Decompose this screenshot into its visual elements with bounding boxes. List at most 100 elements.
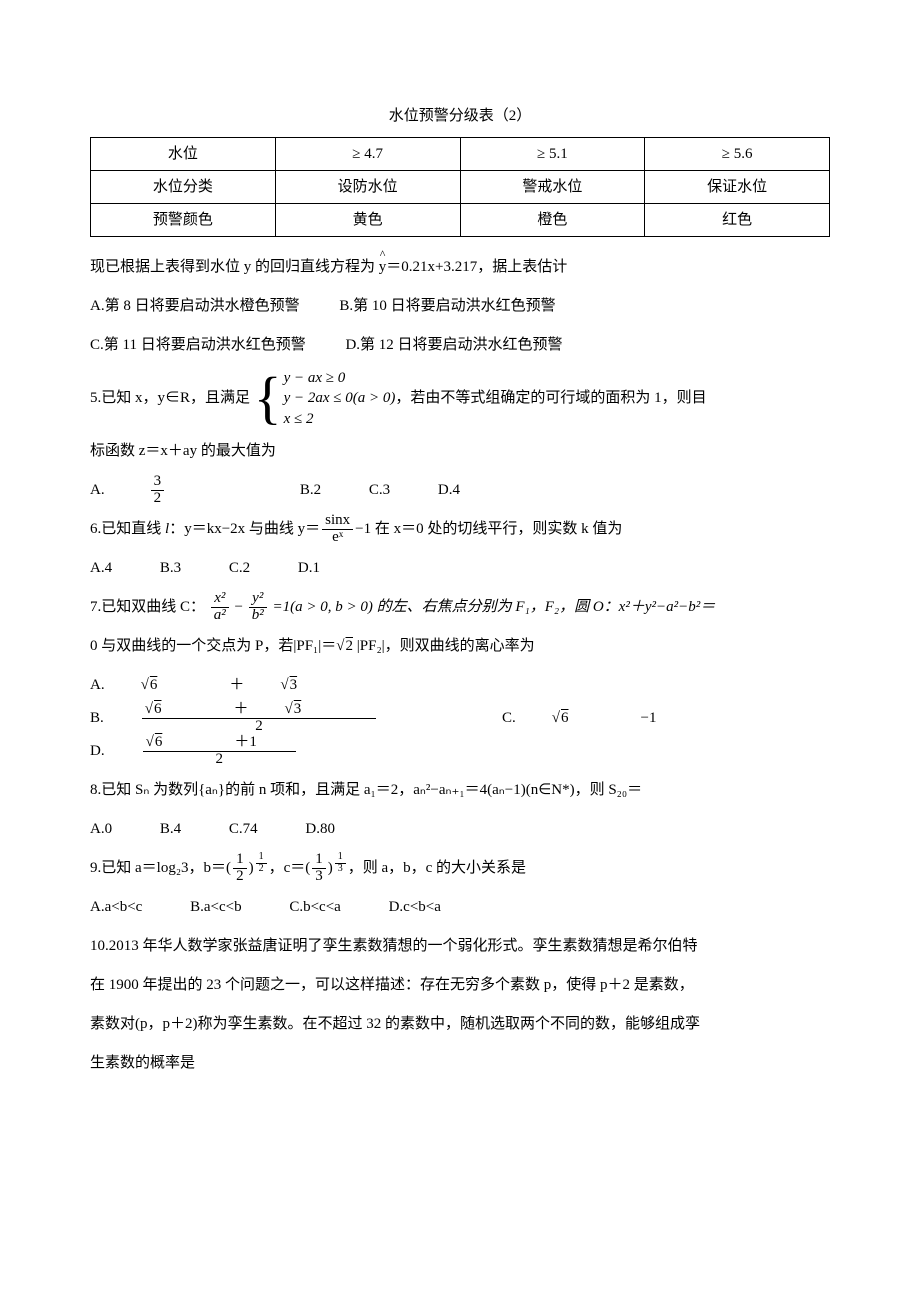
choice-a: A.a<b<c [90,891,142,924]
label: A. [90,669,105,702]
choice-c: C.74 [229,813,258,846]
q6-stem: 6.已知直线 l：y＝kx−2x 与曲线 y＝sinxeˣ−1 在 x＝0 处的… [90,513,830,546]
radicand: 6 [149,669,158,702]
num: sinx [322,513,353,530]
text: |PF₂|，则双曲线的离心率为 [353,638,535,654]
cases-system: { y − ax ≥ 0 y − 2ax ≤ 0(a > 0) x ≤ 2 [254,368,396,429]
choice-b: B.3 [160,552,181,585]
q4-stem: 现已根据上表得到水位 y 的回归直线方程为 y＝0.21x+3.217，据上表估… [90,251,830,284]
text: 7.已知双曲线 C： [90,599,205,615]
cell: 预警颜色 [91,204,276,237]
cell: ≥ 5.1 [460,138,645,171]
text: 9.已知 a＝log₂3，b＝( [90,860,231,876]
choice-a: A.4 [90,552,112,585]
den: b² [249,608,267,624]
q8-choices: A.0 B.4 C.74 D.80 [90,813,830,846]
choice-d: D.第 12 日将要启动洪水红色预警 [345,329,562,362]
choice-b: B.√6＋√32 [90,702,448,735]
sqrt-icon: √2 [336,638,353,654]
case-2: y − 2ax ≤ 0(a > 0) [284,390,396,406]
tail: −1 [641,702,657,735]
left-brace-icon: { [254,369,282,427]
label: A. [90,474,105,507]
q5-choices: A.32 B.2 C.3 D.4 [90,474,830,507]
plus: ＋ [229,669,244,702]
q8-stem: 8.已知 Sₙ 为数列{aₙ}的前 n 项和，且满足 a₁＝2，aₙ²−aₙ₊₁… [90,774,830,807]
table-caption: 水位预警分级表（2） [90,100,830,133]
q7-choices: A.√6＋√3 B.√6＋√32 C.√6−1 D.√6＋12 [90,669,830,768]
exp-den: 2 [256,864,267,875]
cell: 黄色 [275,204,460,237]
q9-choices: A.a<b<c B.a<c<b C.b<c<a D.c<b<a [90,891,830,924]
num: x² [211,591,229,608]
label: C. [502,702,516,735]
choice-a: A.32 [90,474,252,507]
cell: 保证水位 [645,171,830,204]
q10-line3: 素数对(p，p＋2)称为孪生素数。在不超过 32 的素数中，随机选取两个不同的数… [90,1008,830,1041]
text: ，若由不等式组确定的可行域的面积为 1，则目 [395,390,706,406]
text: −1 在 x＝0 处的切线平行，则实数 k 值为 [355,521,622,537]
table-row: 水位 ≥ 4.7 ≥ 5.1 ≥ 5.6 [91,138,830,171]
text: ，c＝( [269,860,311,876]
num: √6＋√3 [142,702,376,719]
text: 0 与双曲线的一个交点为 P，若|PF₁|＝ [90,638,336,654]
radicand: 6 [153,702,162,718]
choice-a: A.0 [90,813,112,846]
q5-stem-line1: 5.已知 x，y∈R，且满足 { y − ax ≥ 0 y − 2ax ≤ 0(… [90,368,830,429]
q9-stem: 9.已知 a＝log₂3，b＝(12)12，c＝(13)13，则 a，b，c 的… [90,852,830,885]
table-row: 水位分类 设防水位 警戒水位 保证水位 [91,171,830,204]
num: 1 [233,852,247,869]
text: 现已根据上表得到水位 y 的回归直线方程为 [90,259,375,275]
choice-d: D.√6＋12 [90,735,368,768]
exp-num: 1 [256,852,267,864]
text: ，据上表估计 [477,259,567,275]
y-hat: y [379,251,387,284]
radicand: 3 [293,702,302,718]
radicand: 6 [560,702,569,735]
text: ，则 a，b，c 的大小关系是 [348,860,526,876]
choice-b: B.4 [160,813,181,846]
choice-c: C.b<c<a [289,891,341,924]
text: 6.已知直线 [90,521,165,537]
radicand: 2 [345,638,354,654]
choice-d: D.80 [305,813,335,846]
text: ：y＝kx−2x 与曲线 y＝ [169,521,320,537]
q6-choices: A.4 B.3 C.2 D.1 [90,552,830,585]
choice-c: C.第 11 日将要启动洪水红色预警 [90,329,306,362]
choice-b: B.2 [300,474,321,507]
cell: 水位 [91,138,276,171]
choice-d: D.4 [438,474,460,507]
case-1: y − ax ≥ 0 [284,370,346,386]
den: eˣ [322,530,353,546]
text: ＝0.21x+3.217 [386,259,477,275]
choice-a: A.第 8 日将要启动洪水橙色预警 [90,290,300,323]
plus: ＋ [234,702,249,718]
tail: ＋1 [234,735,257,751]
num: 1 [312,852,326,869]
cell: ≥ 5.6 [645,138,830,171]
choice-c: C.2 [229,552,250,585]
q7-stem-line2: 0 与双曲线的一个交点为 P，若|PF₁|＝√2 |PF₂|，则双曲线的离心率为 [90,630,830,663]
den: a² [211,608,229,624]
text: =1(a > 0, b > 0) 的左、右焦点分别为 F₁，F₂，圆 O：x²＋… [272,599,715,615]
cell: ≥ 4.7 [275,138,460,171]
q7-stem-line1: 7.已知双曲线 C： x²a² − y²b² =1(a > 0, b > 0) … [90,591,830,624]
cell: 水位分类 [91,171,276,204]
label: D. [90,735,105,768]
num: √6＋1 [143,735,296,752]
num: 3 [151,474,165,491]
num: y² [249,591,267,608]
q4-choices-row2: C.第 11 日将要启动洪水红色预警 D.第 12 日将要启动洪水红色预警 [90,329,830,362]
exp-num: 1 [335,852,346,864]
radicand: 6 [154,735,163,751]
den: 3 [312,869,326,885]
radicand: 3 [289,669,298,702]
q10-line2: 在 1900 年提出的 23 个问题之一，可以这样描述：存在无穷多个素数 p，使… [90,969,830,1002]
den: 2 [143,752,296,768]
choice-b: B.a<c<b [190,891,242,924]
text: 5.已知 x，y∈R，且满足 [90,390,250,406]
q10-line4: 生素数的概率是 [90,1047,830,1080]
q5-stem-line2: 标函数 z＝x＋ay 的最大值为 [90,435,830,468]
label: B. [90,702,104,735]
choice-a: A.√6＋√3 [90,669,369,702]
